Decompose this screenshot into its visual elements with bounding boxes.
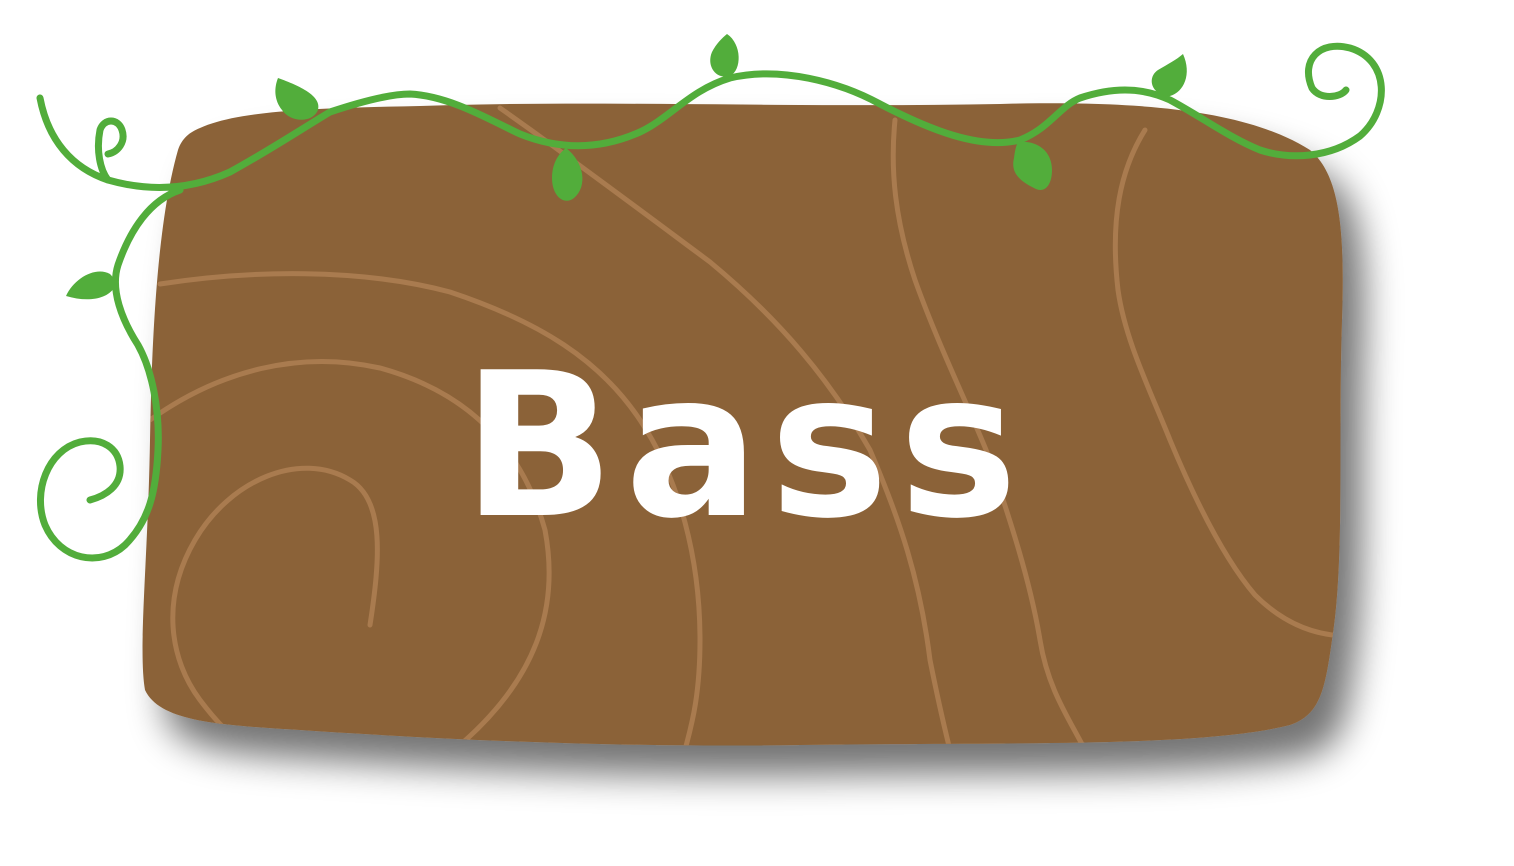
sign-board-shape: [142, 103, 1343, 746]
leaf-icon: [66, 34, 1187, 300]
sign-label: Bass: [462, 330, 1028, 563]
wood-grain: [147, 105, 1343, 746]
wooden-sign-board[interactable]: [142, 103, 1343, 746]
vine-decoration: [36, 34, 1385, 562]
